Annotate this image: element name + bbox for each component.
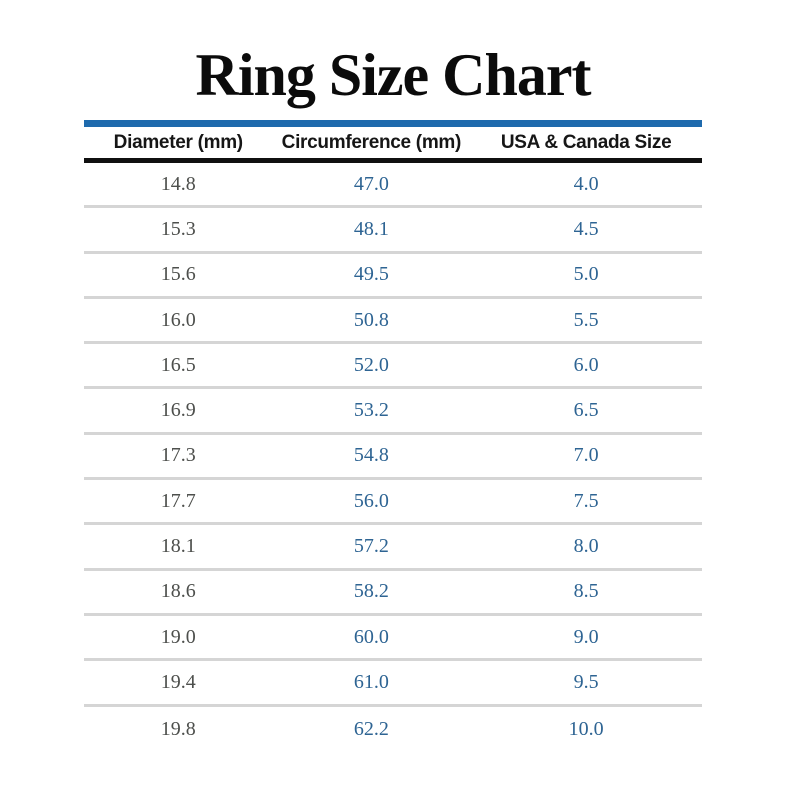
usa-canada-size-value: 9.0 [573,625,599,648]
diameter-value: 19.4 [160,670,196,693]
circumference-value: 50.8 [353,308,389,331]
diameter-value: 18.1 [160,535,196,558]
page-title: Ring Size Chart [195,42,592,108]
column-header-diameter: Diameter (mm) [113,131,243,153]
column-header-usa-canada-size: USA & Canada Size [500,131,672,153]
usa-canada-size-value: 7.5 [573,489,599,512]
usa-canada-size-value: 10.0 [568,717,604,740]
diameter-value: 15.3 [160,217,196,240]
usa-canada-size-value: 9.5 [573,670,599,693]
header-divider [84,158,702,163]
diameter-value: 16.5 [160,353,196,376]
circumference-value: 48.1 [353,217,389,240]
circumference-value: 53.2 [353,399,389,422]
circumference-value: 56.0 [353,489,389,512]
diameter-value: 16.9 [160,399,196,422]
diameter-value: 19.8 [160,717,196,740]
diameter-value: 17.7 [160,489,196,512]
table-row: 15.6 49.5 5.0 [84,254,702,299]
usa-canada-size-value: 7.0 [573,444,599,467]
table-header-row: Diameter (mm) Circumference (mm) USA & C… [84,127,702,158]
table-row: 19.0 60.0 9.0 [84,616,702,662]
title-accent-divider [84,120,702,127]
diameter-value: 17.3 [160,444,196,467]
table-row: 19.4 61.0 9.5 [84,661,702,707]
diameter-value: 14.8 [160,172,196,195]
usa-canada-size-value: 8.0 [573,535,599,558]
ring-size-chart: Ring Size Chart Diameter (mm) Circumfere… [84,0,702,752]
column-header-circumference: Circumference (mm) [281,131,462,153]
circumference-value: 47.0 [353,172,389,195]
table-row: 17.3 54.8 7.0 [84,435,702,481]
circumference-value: 54.8 [353,444,389,467]
circumference-value: 52.0 [353,353,389,376]
circumference-value: 62.2 [353,717,389,740]
circumference-value: 57.2 [353,535,389,558]
usa-canada-size-value: 8.5 [573,580,599,603]
usa-canada-size-value: 5.0 [573,263,599,286]
circumference-value: 49.5 [353,263,389,286]
table-row: 19.8 62.2 10.0 [84,707,702,752]
diameter-value: 15.6 [160,263,196,286]
usa-canada-size-value: 4.5 [573,217,599,240]
table-row: 18.6 58.2 8.5 [84,571,702,616]
table-body: 14.8 47.0 4.0 15.3 48.1 4.5 15.6 49.5 5.… [84,163,702,752]
table-row: 16.9 53.2 6.5 [84,389,702,435]
usa-canada-size-value: 5.5 [573,308,599,331]
usa-canada-size-value: 4.0 [573,172,599,195]
table-row: 18.1 57.2 8.0 [84,525,702,571]
diameter-value: 19.0 [160,625,196,648]
table-row: 16.5 52.0 6.0 [84,344,702,390]
circumference-value: 60.0 [353,625,389,648]
circumference-value: 61.0 [353,670,389,693]
table-row: 17.7 56.0 7.5 [84,480,702,526]
usa-canada-size-value: 6.0 [573,353,599,376]
table-row: 15.3 48.1 4.5 [84,208,702,254]
circumference-value: 58.2 [353,580,389,603]
table-row: 14.8 47.0 4.0 [84,163,702,209]
diameter-value: 16.0 [160,308,196,331]
usa-canada-size-value: 6.5 [573,399,599,422]
table-row: 16.0 50.8 5.5 [84,299,702,345]
diameter-value: 18.6 [160,580,196,603]
